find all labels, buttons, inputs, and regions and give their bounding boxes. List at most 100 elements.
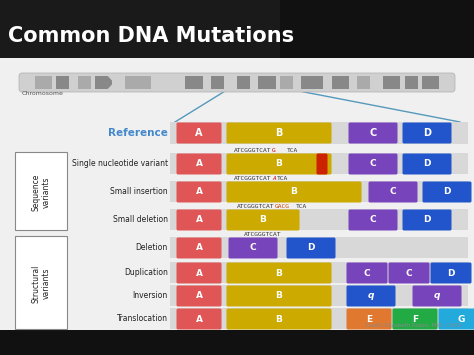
Bar — [170, 262, 468, 283]
Text: A: A — [195, 291, 202, 300]
Bar — [301, 76, 323, 89]
Text: C: C — [369, 128, 377, 138]
FancyBboxPatch shape — [227, 308, 331, 329]
FancyBboxPatch shape — [227, 262, 331, 284]
Bar — [95, 76, 112, 89]
Text: D: D — [423, 128, 431, 138]
FancyBboxPatch shape — [227, 285, 331, 306]
Bar — [170, 285, 468, 306]
Bar — [280, 0, 474, 58]
FancyBboxPatch shape — [402, 153, 452, 175]
Text: ATCGGGTCAT: ATCGGGTCAT — [244, 232, 282, 237]
Text: B: B — [275, 315, 283, 323]
FancyBboxPatch shape — [227, 209, 300, 230]
FancyBboxPatch shape — [227, 181, 362, 202]
Text: ATCGGGTCAT: ATCGGGTCAT — [237, 204, 274, 209]
Text: Translocation: Translocation — [117, 314, 168, 323]
Text: A: A — [272, 176, 276, 181]
Text: A: A — [195, 215, 202, 224]
FancyBboxPatch shape — [346, 308, 392, 329]
Bar — [383, 76, 401, 89]
Bar — [185, 76, 202, 89]
FancyBboxPatch shape — [176, 209, 221, 230]
FancyBboxPatch shape — [346, 262, 388, 284]
FancyBboxPatch shape — [227, 153, 331, 175]
Text: Chromosome: Chromosome — [22, 91, 64, 96]
Text: G: G — [272, 148, 276, 153]
Text: q: q — [368, 291, 374, 300]
Text: TCA: TCA — [296, 204, 307, 209]
Text: E: E — [366, 315, 372, 323]
Text: C: C — [250, 244, 256, 252]
FancyBboxPatch shape — [368, 181, 418, 202]
Bar — [170, 153, 468, 174]
FancyBboxPatch shape — [348, 209, 398, 230]
Text: B: B — [260, 215, 266, 224]
Text: B: B — [291, 187, 298, 197]
Bar — [170, 237, 468, 258]
Text: B: B — [275, 159, 283, 169]
Bar — [422, 76, 439, 89]
Bar — [78, 76, 91, 89]
Text: D: D — [443, 187, 451, 197]
FancyBboxPatch shape — [348, 122, 398, 143]
Text: B: B — [275, 291, 283, 300]
Text: Sequence
variants: Sequence variants — [31, 173, 51, 211]
FancyBboxPatch shape — [402, 122, 452, 143]
Bar — [35, 76, 52, 89]
FancyBboxPatch shape — [412, 285, 462, 306]
Text: A: A — [195, 315, 202, 323]
Text: TCA: TCA — [287, 148, 298, 153]
Bar — [170, 181, 468, 202]
FancyBboxPatch shape — [15, 236, 67, 329]
Text: GACG: GACG — [275, 204, 290, 209]
Text: q: q — [434, 291, 440, 300]
Bar — [332, 76, 349, 89]
Bar — [357, 76, 370, 89]
Bar — [0, 0, 474, 58]
Bar — [280, 76, 293, 89]
Text: A: A — [195, 159, 202, 169]
Text: C: C — [390, 187, 396, 197]
FancyBboxPatch shape — [422, 181, 472, 202]
FancyBboxPatch shape — [176, 237, 221, 258]
FancyBboxPatch shape — [392, 308, 438, 329]
FancyBboxPatch shape — [176, 308, 221, 329]
FancyBboxPatch shape — [286, 237, 336, 258]
Bar — [56, 76, 69, 89]
Text: TCA: TCA — [277, 176, 288, 181]
FancyBboxPatch shape — [346, 285, 395, 306]
Text: ATCGGGTCAT: ATCGGGTCAT — [234, 176, 271, 181]
Text: A: A — [195, 268, 202, 278]
Text: Deletion: Deletion — [136, 243, 168, 252]
FancyBboxPatch shape — [438, 308, 474, 329]
Bar — [125, 76, 151, 89]
Bar — [0, 58, 474, 330]
Bar — [170, 308, 468, 329]
Bar — [405, 76, 418, 89]
FancyBboxPatch shape — [176, 153, 221, 175]
Text: F: F — [412, 315, 418, 323]
Text: C: C — [364, 268, 370, 278]
FancyBboxPatch shape — [402, 209, 452, 230]
Text: C: C — [370, 215, 376, 224]
Bar — [0, 330, 474, 355]
Text: ATCGGGTCAT: ATCGGGTCAT — [234, 148, 271, 153]
FancyBboxPatch shape — [228, 237, 277, 258]
Bar — [170, 209, 468, 230]
Text: Small insertion: Small insertion — [110, 187, 168, 196]
FancyBboxPatch shape — [176, 122, 221, 143]
FancyBboxPatch shape — [176, 262, 221, 284]
Text: G: G — [457, 315, 465, 323]
Text: D: D — [423, 159, 431, 169]
FancyBboxPatch shape — [348, 153, 398, 175]
Bar — [170, 122, 468, 144]
Text: Credit: Elizabeth Ruzzo, PhD, CHGV: Credit: Elizabeth Ruzzo, PhD, CHGV — [365, 322, 462, 328]
Text: Single nucleotide variant: Single nucleotide variant — [72, 159, 168, 168]
Text: Inversion: Inversion — [133, 291, 168, 300]
FancyBboxPatch shape — [389, 262, 429, 284]
Text: D: D — [423, 215, 431, 224]
Text: Small deletion: Small deletion — [113, 215, 168, 224]
FancyBboxPatch shape — [430, 262, 472, 284]
FancyBboxPatch shape — [19, 73, 455, 92]
